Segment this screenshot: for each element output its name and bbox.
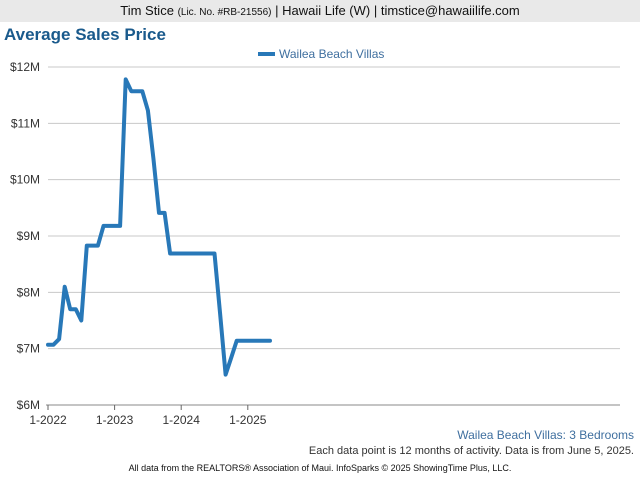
y-tick-label: $7M [17,342,40,356]
x-axis: 1-2022 1-2023 1-2024 1-2025 [29,404,620,427]
gridlines [48,66,620,350]
chart-title: Average Sales Price [4,25,166,44]
series-group [46,77,272,377]
y-axis: $6M $7M $8M $9M $10M $11M $12M [10,60,40,412]
x-tick-label: 1-2023 [96,413,134,427]
y-tick-label: $9M [17,229,40,243]
series-line [46,77,272,377]
y-tick-label: $12M [10,60,40,74]
y-tick-label: $8M [17,285,40,299]
y-tick-label: $6M [17,398,40,412]
agent-name: Tim Stice [120,3,174,18]
series-caption: Wailea Beach Villas: 3 Bedrooms [457,428,634,442]
x-tick-label: 1-2022 [29,413,67,427]
agent-header: Tim Stice (Lic. No. #RB-21556) | Hawaii … [0,0,640,22]
data-note: Each data point is 12 months of activity… [308,445,634,457]
footer-attribution: All data from the REALTORS® Association … [128,463,512,473]
line-chart: $6M$7M$8M$9M$10M$11M$12M 1-2022 1-2023 1-2… [10,47,620,427]
license-number: (Lic. No. #RB-21556) [177,7,272,18]
x-tick-label: 1-2025 [229,413,267,427]
legend-label: Wailea Beach Villas [279,47,384,61]
agent-contact: | Hawaii Life (W) | timstice@hawaiilife.… [275,3,520,18]
x-tick-label: 1-2024 [163,413,201,427]
legend: Wailea Beach Villas [258,47,384,61]
y-tick-label: $10M [10,173,40,187]
y-tick-label: $11M [11,116,40,130]
